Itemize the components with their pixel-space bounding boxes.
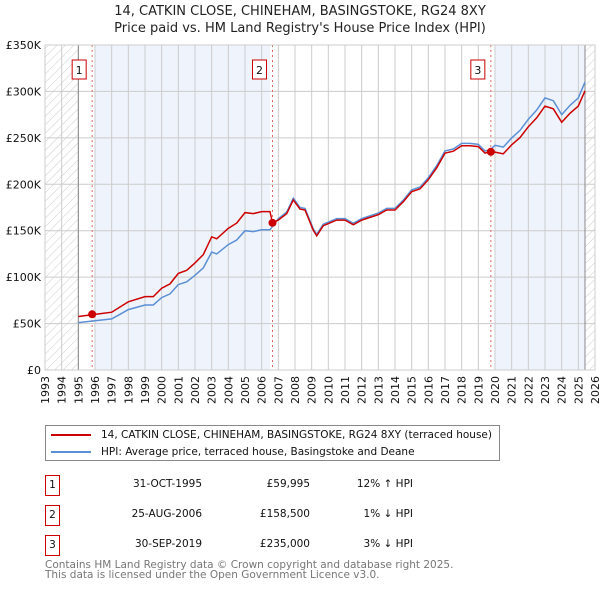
sale-point — [88, 310, 97, 319]
transaction-hpi: 3% ↓ HPI — [363, 538, 413, 550]
x-tick-label: 2017 — [439, 376, 452, 404]
chart-subtitle: Price paid vs. HM Land Registry's House … — [114, 21, 486, 36]
x-tick-label: 2006 — [256, 376, 269, 404]
sale-label: 1 — [76, 64, 83, 77]
x-tick-label: 2007 — [272, 376, 285, 404]
transaction-hpi: 1% ↓ HPI — [363, 508, 413, 520]
x-tick-label: 1999 — [139, 376, 152, 404]
sale-label-box — [252, 59, 267, 80]
footer-line: This data is licensed under the Open Gov… — [45, 569, 380, 581]
chart-title: 14, CATKIN CLOSE, CHINEHAM, BASINGSTOKE,… — [114, 4, 486, 19]
hatched-region — [585, 45, 595, 370]
x-tick-label: 2012 — [356, 376, 369, 404]
property-price-line — [78, 90, 586, 318]
x-tick-label: 2016 — [422, 376, 435, 404]
x-tick-label: 1998 — [122, 376, 135, 404]
x-tick-label: 2002 — [189, 376, 202, 404]
transaction-date: 25-AUG-2006 — [131, 508, 202, 520]
legend-swatch — [51, 451, 91, 453]
price-chart: 1993 1994 1995 1996 1997 1998 1999 2000 2001 2002… — [6, 39, 600, 404]
x-tick-label: 1994 — [56, 376, 69, 404]
x-tick-label: 2009 — [306, 376, 319, 404]
x-tick-label: 1996 — [89, 376, 102, 404]
legend-label: HPI: Average price, terraced house, Basi… — [101, 446, 415, 458]
transaction-number: 2 — [45, 505, 60, 526]
x-tick-label: 2005 — [239, 376, 252, 404]
transaction-number: 1 — [45, 475, 60, 496]
x-tick-label: 2013 — [372, 376, 385, 404]
x-tick-label: 2023 — [539, 376, 552, 404]
x-tick-label: 2001 — [172, 376, 185, 404]
y-tick-label: £300K — [6, 85, 42, 98]
legend-label: 14, CATKIN CLOSE, CHINEHAM, BASINGSTOKE,… — [101, 429, 492, 441]
x-tick-label: 2021 — [506, 376, 519, 404]
x-tick-label: 2003 — [206, 376, 219, 404]
transaction-price: £158,500 — [259, 508, 310, 520]
x-tick-label: 2026 — [589, 376, 600, 404]
x-tick-label: 2014 — [389, 376, 402, 404]
footer: Contains HM Land Registry data © Crown c… — [45, 559, 454, 581]
y-tick-label: £100K — [6, 271, 42, 284]
y-tick-label: £0 — [27, 364, 41, 377]
shaded-band — [95, 45, 270, 370]
x-tick-label: 2015 — [406, 376, 419, 404]
transaction-number: 3 — [45, 535, 60, 556]
x-tick-label: 2018 — [456, 376, 469, 404]
x-tick-label: 2024 — [556, 376, 569, 404]
x-tick-label: 2010 — [322, 376, 335, 404]
hpi-line — [78, 81, 586, 324]
x-tick-label: 2020 — [489, 376, 502, 404]
transaction-row: 2 25-AUG-2006 £158,500 1% ↓ HPI — [45, 505, 445, 527]
sale-label-box — [470, 59, 486, 80]
y-tick-label: £150K — [6, 225, 42, 238]
x-tick-label: 2022 — [522, 376, 535, 404]
sale-label-box — [71, 59, 87, 80]
y-tick-label: £200K — [6, 178, 42, 191]
sale-point — [268, 218, 277, 227]
transaction-price: £235,000 — [259, 538, 310, 550]
transaction-row: 1 31-OCT-1995 £59,995 12% ↑ HPI — [45, 475, 445, 497]
sale-point — [486, 147, 495, 156]
plot-border — [44, 44, 596, 371]
sale-label: 2 — [256, 64, 263, 77]
y-tick-label: £350K — [6, 39, 42, 52]
shaded-band — [495, 45, 585, 370]
x-tick-label: 1997 — [106, 376, 119, 404]
transaction-row: 3 30-SEP-2019 £235,000 3% ↓ HPI — [45, 535, 445, 557]
footer-line: Contains HM Land Registry data © Crown c… — [45, 559, 454, 571]
legend: 14, CATKIN CLOSE, CHINEHAM, BASINGSTOKE,… — [45, 425, 500, 461]
x-tick-label: 2008 — [289, 376, 302, 404]
x-tick-label: 2025 — [572, 376, 585, 404]
x-tick-label: 2011 — [339, 376, 352, 404]
x-tick-label: 2000 — [156, 376, 169, 404]
transaction-price: £59,995 — [266, 478, 310, 490]
sale-label: 3 — [474, 64, 481, 77]
x-tick-label: 2019 — [472, 376, 485, 404]
y-tick-label: £50K — [13, 318, 42, 331]
x-tick-label: 2004 — [222, 376, 235, 404]
x-tick-label: 1995 — [72, 376, 85, 404]
legend-item-property: 14, CATKIN CLOSE, CHINEHAM, BASINGSTOKE,… — [51, 427, 492, 443]
transaction-hpi: 12% ↑ HPI — [356, 478, 413, 490]
transaction-date: 31-OCT-1995 — [133, 478, 202, 490]
transaction-date: 30-SEP-2019 — [134, 538, 202, 550]
legend-swatch — [51, 434, 91, 436]
y-tick-label: £250K — [6, 132, 42, 145]
legend-item-hpi: HPI: Average price, terraced house, Basi… — [51, 444, 415, 460]
x-tick-label: 1993 — [39, 376, 52, 404]
